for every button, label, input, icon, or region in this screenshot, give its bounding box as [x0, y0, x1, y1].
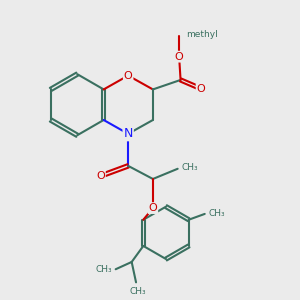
- Text: CH₃: CH₃: [208, 209, 225, 218]
- Text: O: O: [96, 171, 105, 181]
- Text: O: O: [196, 84, 205, 94]
- Text: CH₃: CH₃: [95, 265, 112, 274]
- Text: O: O: [175, 52, 184, 62]
- Text: methyl: methyl: [186, 30, 218, 39]
- Text: O: O: [124, 70, 133, 81]
- Text: CH₃: CH₃: [129, 287, 146, 296]
- Text: N: N: [124, 127, 133, 140]
- Text: CH₃: CH₃: [181, 163, 198, 172]
- Text: O: O: [148, 203, 157, 213]
